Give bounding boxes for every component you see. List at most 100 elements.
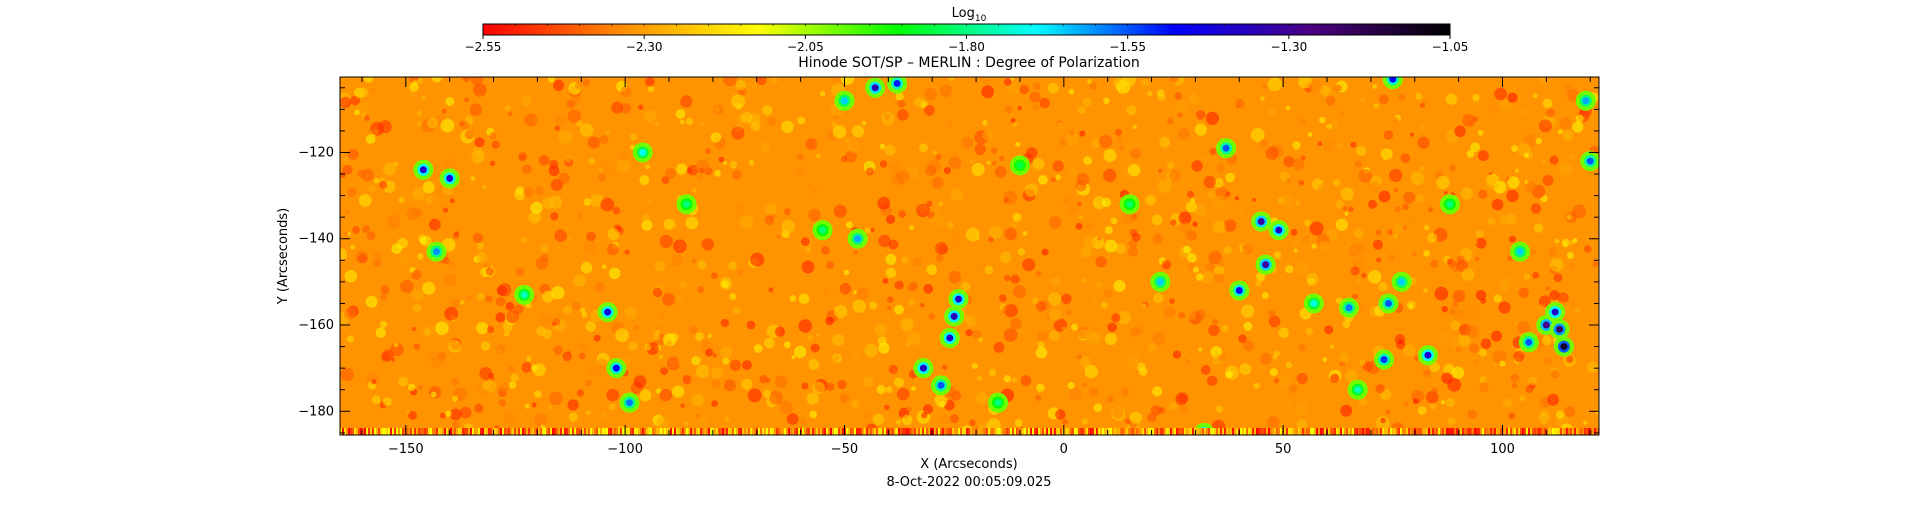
edge-strip-column bbox=[1314, 428, 1316, 435]
edge-strip-column bbox=[872, 428, 874, 435]
edge-strip-column bbox=[1522, 428, 1524, 435]
edge-strip-column bbox=[772, 428, 774, 435]
edge-strip-column bbox=[1302, 428, 1304, 435]
edge-strip-column bbox=[578, 428, 580, 435]
edge-strip-column bbox=[646, 428, 648, 435]
edge-strip-column bbox=[1034, 428, 1036, 435]
edge-strip-column bbox=[1162, 428, 1164, 435]
edge-strip-column bbox=[376, 428, 378, 435]
edge-strip-column bbox=[510, 428, 512, 435]
edge-strip-column bbox=[1340, 428, 1342, 435]
edge-strip-column bbox=[1568, 428, 1570, 435]
edge-strip-column bbox=[1584, 428, 1586, 435]
colorbar-tick-label: −1.05 bbox=[1432, 40, 1469, 54]
polarization-feature bbox=[676, 194, 697, 215]
colorbar-tick-label: −1.30 bbox=[1270, 40, 1307, 54]
y-axis-label: Y (Arcseconds) bbox=[276, 208, 291, 305]
edge-strip-column bbox=[1198, 428, 1200, 435]
edge-strip-column bbox=[1286, 428, 1288, 435]
colorbar-tick-label: −2.30 bbox=[626, 40, 663, 54]
edge-strip-column bbox=[604, 428, 606, 435]
edge-strip-column bbox=[1166, 428, 1168, 435]
polarization-feature bbox=[847, 228, 868, 249]
polarization-feature bbox=[1378, 293, 1399, 314]
edge-strip-column bbox=[1472, 428, 1474, 435]
edge-strip-column bbox=[548, 428, 550, 435]
edge-strip-column bbox=[864, 428, 866, 435]
edge-strip-column bbox=[1164, 428, 1166, 435]
edge-strip-column bbox=[748, 428, 750, 435]
edge-strip-column bbox=[958, 428, 960, 435]
edge-strip-column bbox=[1530, 428, 1532, 435]
edge-strip-column bbox=[1182, 428, 1184, 435]
edge-strip-column bbox=[528, 428, 530, 435]
edge-strip-column bbox=[1468, 428, 1470, 435]
edge-strip-column bbox=[1592, 428, 1594, 435]
edge-strip-column bbox=[1046, 428, 1048, 435]
edge-strip-column bbox=[412, 428, 414, 435]
edge-strip-column bbox=[1528, 428, 1530, 435]
edge-strip-column bbox=[1546, 428, 1548, 435]
edge-strip-column bbox=[446, 428, 448, 435]
polarization-feature bbox=[913, 358, 934, 379]
edge-strip-column bbox=[1096, 428, 1098, 435]
edge-strip-column bbox=[1044, 428, 1046, 435]
edge-strip-column bbox=[1418, 428, 1420, 435]
edge-strip-column bbox=[1240, 428, 1242, 435]
edge-strip-column bbox=[1594, 428, 1596, 435]
edge-strip-column bbox=[1188, 428, 1190, 435]
edge-strip-column bbox=[1480, 428, 1482, 435]
edge-strip-column bbox=[428, 428, 430, 435]
y-tick-label: −180 bbox=[298, 404, 334, 419]
edge-strip-column bbox=[1242, 428, 1244, 435]
edge-strip-column bbox=[1228, 428, 1230, 435]
polarization-feature bbox=[1391, 271, 1412, 292]
edge-strip-column bbox=[684, 428, 686, 435]
edge-strip-column bbox=[1254, 428, 1256, 435]
edge-strip-column bbox=[394, 428, 396, 435]
edge-strip-column bbox=[1532, 428, 1534, 435]
edge-strip-column bbox=[1464, 428, 1466, 435]
edge-strip-column bbox=[366, 428, 368, 435]
edge-strip-column bbox=[1424, 428, 1426, 435]
edge-strip-column bbox=[1488, 428, 1490, 435]
polarization-feature bbox=[834, 90, 855, 111]
edge-strip-column bbox=[856, 428, 858, 435]
edge-strip-column bbox=[1128, 428, 1130, 435]
edge-strip-column bbox=[572, 428, 574, 435]
edge-strip-column bbox=[1288, 428, 1290, 435]
edge-strip-column bbox=[372, 428, 374, 435]
edge-strip-column bbox=[1190, 428, 1192, 435]
edge-strip-column bbox=[978, 428, 980, 435]
edge-strip-column bbox=[1572, 428, 1574, 435]
edge-strip-column bbox=[960, 428, 962, 435]
edge-strip-column bbox=[670, 428, 672, 435]
edge-strip-column bbox=[998, 428, 1000, 435]
edge-strip-column bbox=[1420, 428, 1422, 435]
edge-strip-column bbox=[650, 428, 652, 435]
edge-strip-column bbox=[1504, 428, 1506, 435]
timestamp: 8-Oct-2022 00:05:09.025 bbox=[886, 475, 1051, 490]
edge-strip-column bbox=[970, 428, 972, 435]
edge-strip-column bbox=[442, 428, 444, 435]
edge-strip-column bbox=[1130, 428, 1132, 435]
edge-strip-column bbox=[994, 428, 996, 435]
edge-strip-column bbox=[1056, 428, 1058, 435]
edge-strip-column bbox=[954, 428, 956, 435]
edge-strip-column bbox=[794, 428, 796, 435]
edge-strip-column bbox=[1222, 428, 1224, 435]
edge-strip-column bbox=[1372, 428, 1374, 435]
edge-strip-column bbox=[404, 428, 406, 435]
edge-strip-column bbox=[918, 428, 920, 435]
edge-strip-column bbox=[754, 428, 756, 435]
edge-strip-column bbox=[1142, 428, 1144, 435]
edge-strip-column bbox=[952, 428, 954, 435]
edge-strip-column bbox=[1094, 428, 1096, 435]
edge-strip-column bbox=[1542, 428, 1544, 435]
chart-title: Hinode SOT/SP – MERLIN : Degree of Polar… bbox=[798, 55, 1140, 71]
edge-strip-column bbox=[1090, 428, 1092, 435]
edge-strip-column bbox=[1386, 428, 1388, 435]
edge-strip-column bbox=[408, 428, 410, 435]
edge-strip-column bbox=[982, 428, 984, 435]
polarization-feature bbox=[948, 289, 969, 310]
